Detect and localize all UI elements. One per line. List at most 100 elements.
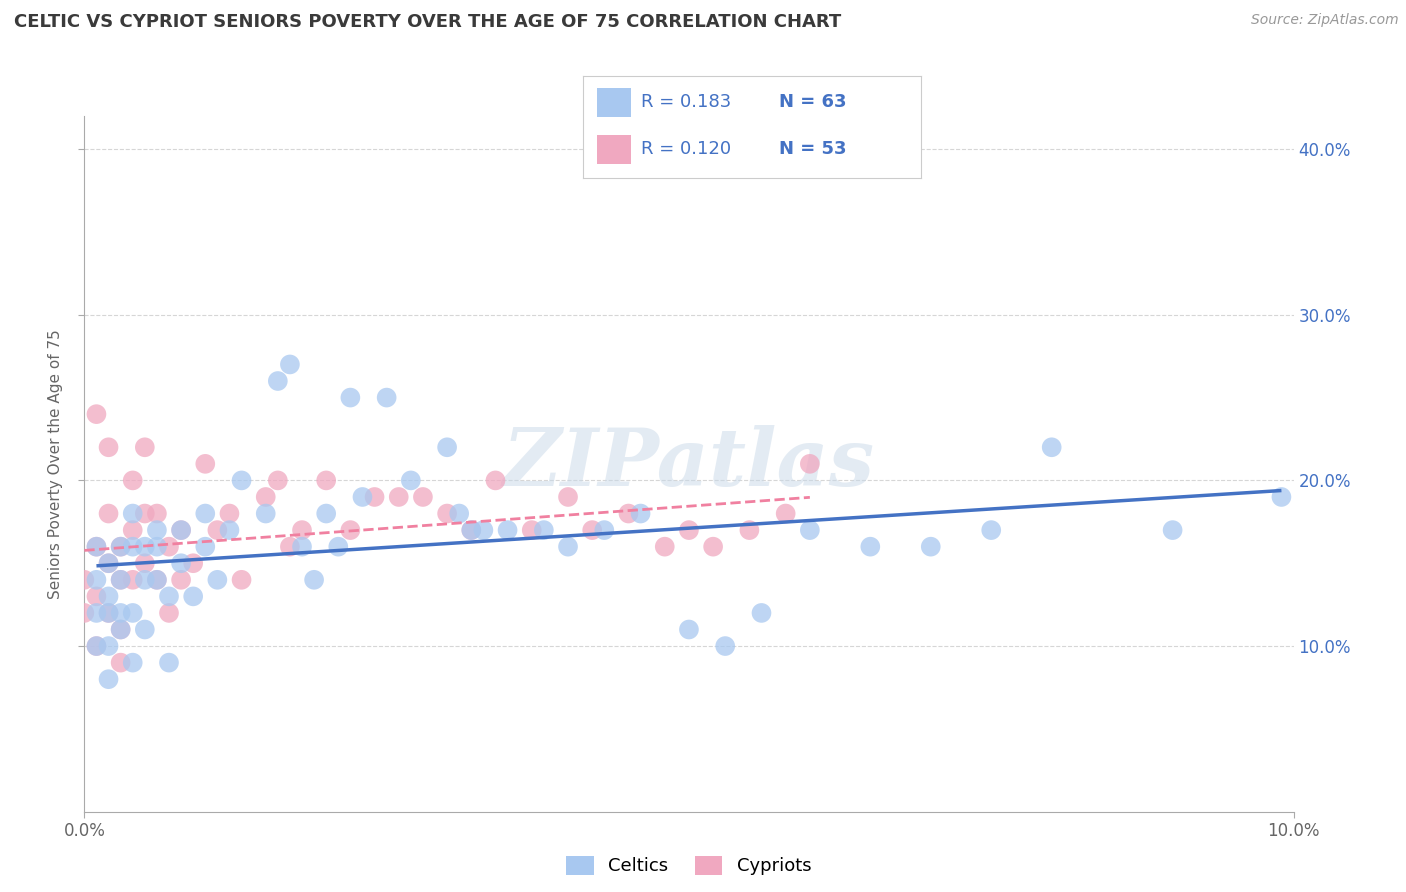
Point — [86, 407, 108, 421]
Point — [194, 457, 217, 471]
Point — [678, 623, 700, 637]
Point — [302, 573, 325, 587]
Legend: Celtics, Cypriots: Celtics, Cypriots — [560, 849, 818, 883]
Point — [97, 507, 120, 521]
Point — [170, 523, 193, 537]
Point — [181, 590, 204, 604]
Point — [533, 523, 555, 537]
Point — [738, 523, 761, 537]
Point — [86, 573, 108, 587]
Y-axis label: Seniors Poverty Over the Age of 75: Seniors Poverty Over the Age of 75 — [48, 329, 63, 599]
Point — [86, 540, 108, 554]
Point — [121, 540, 143, 554]
Point — [630, 507, 652, 521]
Point — [73, 573, 96, 587]
Point — [617, 507, 640, 521]
Point — [436, 507, 458, 521]
Point — [484, 474, 506, 488]
Point — [702, 540, 724, 554]
Point — [146, 573, 169, 587]
Point — [339, 391, 361, 405]
Point — [110, 540, 132, 554]
Point — [97, 672, 120, 686]
Point — [110, 573, 132, 587]
Point — [86, 590, 108, 604]
Point — [460, 523, 482, 537]
Point — [593, 523, 616, 537]
Point — [170, 523, 193, 537]
Point — [134, 540, 156, 554]
Point — [110, 540, 132, 554]
Point — [121, 507, 143, 521]
Point — [121, 523, 143, 537]
Point — [557, 490, 579, 504]
Text: Source: ZipAtlas.com: Source: ZipAtlas.com — [1251, 13, 1399, 28]
Point — [97, 606, 120, 620]
Point — [436, 440, 458, 454]
Point — [339, 523, 361, 537]
Point — [714, 639, 737, 653]
Point — [472, 523, 495, 537]
Point — [278, 358, 301, 372]
Point — [170, 573, 193, 587]
Point — [920, 540, 942, 554]
Point — [581, 523, 603, 537]
Point — [207, 523, 229, 537]
Text: ZIPatlas: ZIPatlas — [503, 425, 875, 502]
Point — [352, 490, 374, 504]
Point — [121, 474, 143, 488]
Point — [97, 440, 120, 454]
Point — [146, 540, 169, 554]
Point — [1161, 523, 1184, 537]
Point — [110, 606, 132, 620]
Point — [449, 507, 471, 521]
Point — [134, 556, 156, 570]
Point — [146, 523, 169, 537]
Point — [328, 540, 350, 554]
Point — [496, 523, 519, 537]
Point — [363, 490, 385, 504]
Point — [110, 623, 132, 637]
Point — [388, 490, 411, 504]
Text: R = 0.120: R = 0.120 — [641, 140, 731, 158]
Point — [157, 540, 180, 554]
Point — [799, 523, 821, 537]
Text: R = 0.183: R = 0.183 — [641, 93, 731, 111]
Point — [278, 540, 301, 554]
Point — [110, 623, 132, 637]
Text: N = 53: N = 53 — [779, 140, 846, 158]
Point — [557, 540, 579, 554]
Point — [110, 656, 132, 670]
Point — [194, 540, 217, 554]
Point — [157, 606, 180, 620]
Point — [110, 573, 132, 587]
Point — [315, 474, 337, 488]
Point — [181, 556, 204, 570]
Text: N = 63: N = 63 — [779, 93, 846, 111]
Point — [157, 656, 180, 670]
Point — [134, 573, 156, 587]
Point — [254, 490, 277, 504]
Point — [121, 573, 143, 587]
Point — [231, 573, 253, 587]
Point — [86, 639, 108, 653]
Point — [460, 523, 482, 537]
Point — [751, 606, 773, 620]
Point — [146, 507, 169, 521]
Point — [654, 540, 676, 554]
Point — [375, 391, 398, 405]
Point — [1270, 490, 1292, 504]
Point — [218, 507, 240, 521]
Point — [86, 639, 108, 653]
Point — [218, 523, 240, 537]
Point — [97, 556, 120, 570]
Point — [146, 573, 169, 587]
Point — [267, 374, 290, 388]
Point — [121, 606, 143, 620]
Point — [775, 507, 797, 521]
Point — [254, 507, 277, 521]
Point — [170, 556, 193, 570]
Point — [207, 573, 229, 587]
Point — [194, 507, 217, 521]
Point — [315, 507, 337, 521]
